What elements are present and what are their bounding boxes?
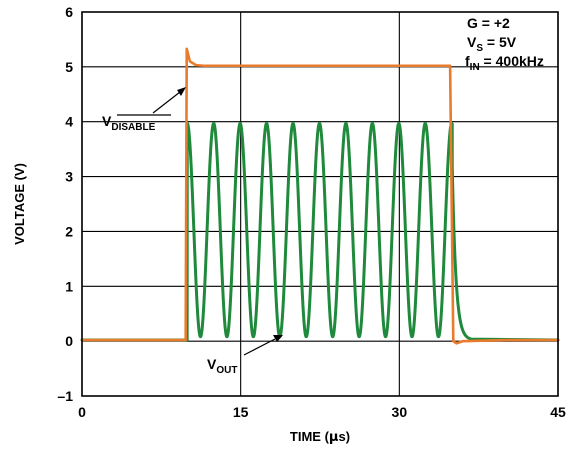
x-tick-label: 45 [550, 404, 566, 420]
gain-annotation: G = +2 [467, 15, 510, 31]
series-vout-line [80, 121, 560, 342]
fin-main: f [465, 53, 470, 69]
vdisable-annotation: VDISABLE [102, 113, 156, 133]
vout-subscript: OUT [216, 365, 237, 376]
x-tick-label: 15 [233, 404, 249, 420]
x-axis-label-main: TIME ( [290, 429, 330, 444]
fin-value: = 400kHz [480, 53, 544, 69]
vdisable-main: V [102, 113, 112, 129]
y-tick-label: 1 [65, 278, 73, 294]
y-tick-label: 3 [65, 169, 73, 185]
vs-annotation: VS = 5V [467, 34, 517, 54]
y-tick-label: 2 [65, 223, 73, 239]
vs-subscript: S [476, 43, 483, 54]
vout-main: V [207, 356, 217, 372]
y-tick-label: –1 [57, 388, 73, 404]
x-tick-label: 30 [392, 404, 408, 420]
y-tick-label: 0 [65, 333, 73, 349]
plot-frame [81, 11, 559, 397]
vdisable-arrow [152, 91, 181, 114]
x-axis-label-unit: μ [329, 430, 339, 445]
x-axis-label: TIME (μs) [290, 429, 350, 445]
series-vdisable-line [80, 47, 560, 345]
vs-value: = 5V [483, 34, 517, 50]
vdisable-arrowhead [177, 87, 186, 96]
fin-annotation: fIN = 400kHz [465, 53, 544, 73]
y-axis-label: VOLTAGE (V) [12, 163, 27, 245]
vout-arrowhead [273, 335, 283, 342]
y-tick-label: 6 [65, 4, 73, 20]
x-tick-label: 0 [78, 404, 86, 420]
y-tick-label: 4 [65, 114, 73, 130]
y-tick-label: 5 [65, 59, 73, 75]
vdisable-subscript: DISABLE [111, 122, 155, 133]
vout-annotation: VOUT [207, 356, 237, 376]
vs-main: V [467, 34, 477, 50]
series-layer [80, 47, 560, 345]
x-axis-label-end: s) [339, 429, 351, 444]
vout-arrow [243, 338, 276, 356]
fin-subscript: IN [470, 62, 480, 73]
